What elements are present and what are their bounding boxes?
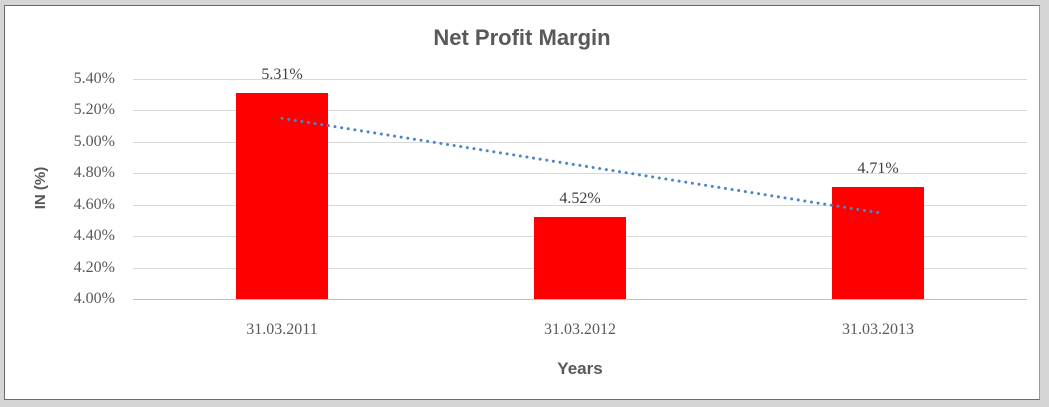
- gridline: [133, 204, 1027, 206]
- bar-data-label: 5.31%: [261, 66, 303, 84]
- gridline: [133, 141, 1027, 143]
- gridline: [133, 110, 1027, 112]
- chart-frame: Net Profit Margin IN (%) 5.40% 5.20% 5.00%…: [4, 5, 1040, 400]
- bar-31.03.2011: [236, 93, 328, 299]
- y-tick-label: 5.00%: [73, 132, 115, 150]
- x-axis-title: Years: [557, 359, 603, 378]
- chart-title: Net Profit Margin: [433, 25, 611, 50]
- y-tick-label: 5.40%: [73, 70, 115, 87]
- x-tick-label: 31.03.2011: [246, 321, 318, 338]
- gridline: [133, 79, 1027, 80]
- x-tick-label: 31.03.2012: [544, 321, 616, 338]
- plot-area: [133, 79, 1027, 300]
- trendline: [280, 116, 880, 215]
- x-axis-line: [133, 299, 1027, 300]
- y-tick-label: 4.40%: [73, 227, 115, 245]
- bar-data-label: 4.52%: [559, 190, 601, 208]
- y-tick-label: 4.60%: [73, 195, 115, 213]
- y-tick-label: 4.80%: [73, 164, 115, 182]
- x-tick-label: 31.03.2013: [842, 321, 914, 338]
- bar-31.03.2013: [832, 187, 924, 299]
- y-tick-label: 4.20%: [73, 258, 115, 276]
- bar-data-label: 4.71%: [857, 160, 899, 178]
- bar-31.03.2012: [534, 217, 626, 299]
- y-tick-label: 5.20%: [73, 101, 115, 119]
- gridline: [133, 173, 1027, 175]
- y-tick-label: 4.00%: [73, 290, 115, 307]
